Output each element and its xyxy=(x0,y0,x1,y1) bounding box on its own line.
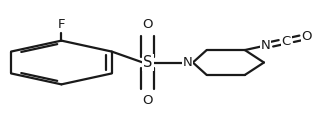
Text: O: O xyxy=(142,18,153,31)
Text: N: N xyxy=(183,56,193,69)
Text: O: O xyxy=(302,30,312,43)
Text: F: F xyxy=(58,18,65,31)
Text: O: O xyxy=(142,94,153,107)
Text: S: S xyxy=(143,55,152,70)
Text: C: C xyxy=(282,34,291,48)
Text: N: N xyxy=(261,39,271,52)
